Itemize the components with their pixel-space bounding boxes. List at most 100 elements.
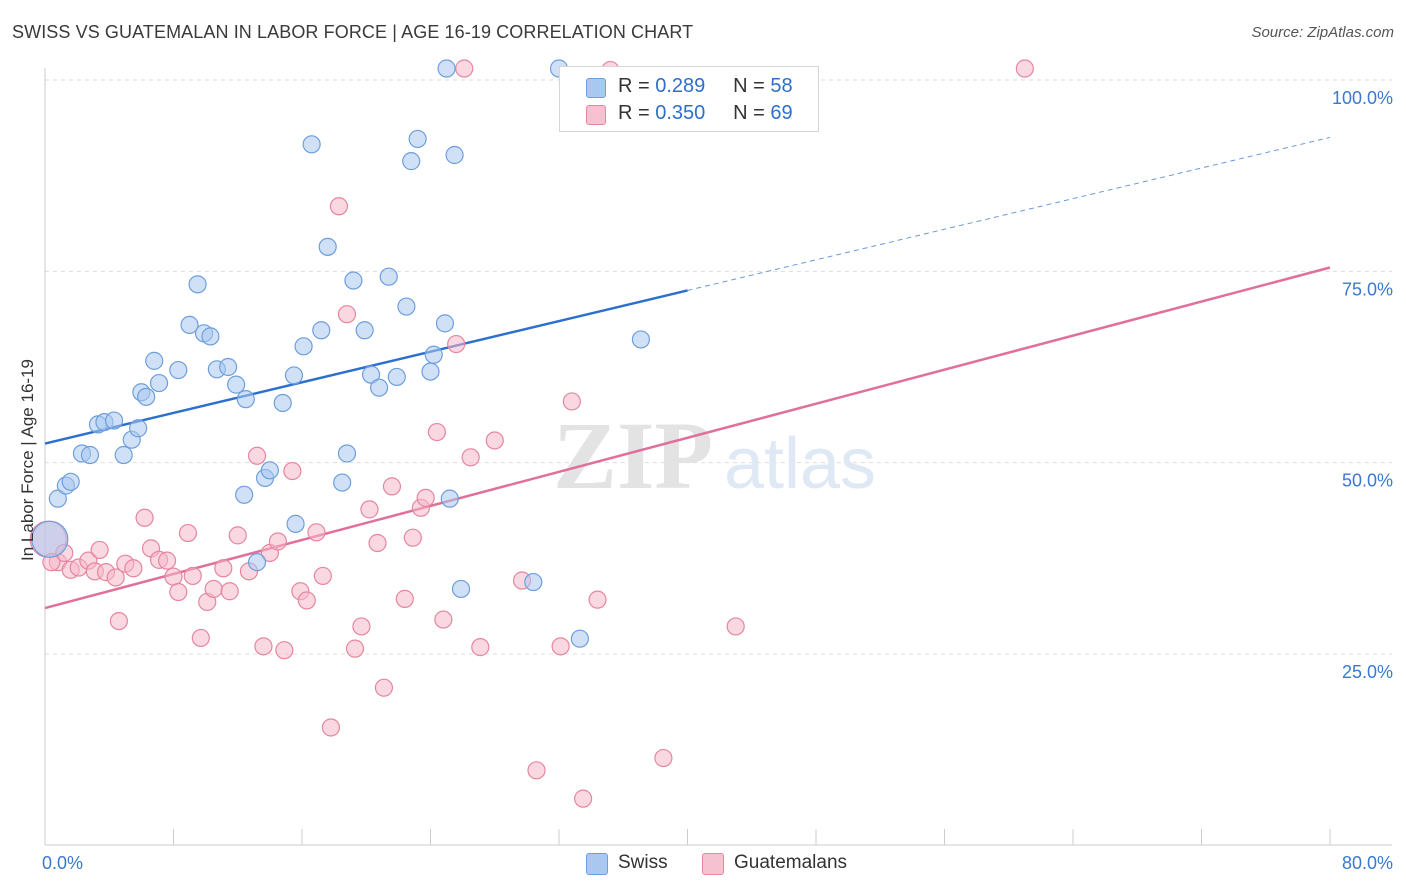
guatemalans-point	[169, 582, 188, 602]
guatemalans-point	[471, 638, 490, 657]
swiss-point	[114, 445, 133, 465]
guatemalans-point	[109, 611, 128, 631]
guatemalans-point	[90, 540, 109, 560]
guatemalans-point	[374, 678, 394, 697]
guatemalans-point	[345, 639, 365, 658]
swiss-point	[188, 275, 207, 294]
guatemalans-point	[135, 508, 154, 527]
swiss-point	[180, 315, 199, 335]
guatemalans-point	[297, 591, 316, 610]
swiss-point	[355, 321, 374, 340]
guatemalans-point	[275, 641, 294, 660]
swiss-point	[137, 387, 156, 406]
guatemalans-point	[368, 533, 387, 553]
guatemalans-point	[247, 446, 267, 465]
swiss-point	[48, 489, 67, 508]
watermark-atlas: atlas	[724, 424, 876, 504]
swiss-point	[440, 489, 459, 508]
swiss-point	[312, 321, 331, 340]
guatemalans-point	[1015, 59, 1034, 78]
guatemalans-point	[726, 617, 745, 636]
swiss-trend-extension	[687, 136, 1331, 291]
swiss-point	[302, 135, 321, 154]
guatemalans-point	[157, 551, 177, 570]
correlation-legend: R = 0.289 N = 58 R = 0.350 N = 69	[559, 66, 819, 132]
guatemalans-point	[461, 448, 480, 467]
swiss-point	[145, 351, 164, 370]
swiss-point	[31, 520, 69, 558]
bottom-swiss-swatch	[586, 853, 608, 875]
guatemalans-trend-line	[44, 266, 1331, 610]
guatemalans-point	[551, 637, 570, 656]
chart-title: SWISS VS GUATEMALAN IN LABOR FORCE | AGE…	[12, 22, 694, 42]
swiss-point	[397, 297, 416, 316]
guatemalans-point	[447, 334, 466, 354]
swiss-point	[260, 461, 279, 480]
guatemalans-point	[337, 305, 357, 324]
guatemalans-point	[395, 589, 414, 608]
guatemalans-n-value: 69	[770, 102, 793, 124]
guatemalans-point	[403, 528, 422, 547]
guatemalans-point	[434, 610, 453, 629]
swiss-point	[286, 514, 305, 533]
swiss-point	[424, 345, 443, 364]
guatemalans-point	[352, 617, 371, 636]
guatemalans-point	[562, 392, 581, 411]
guatemalans-point	[124, 559, 143, 578]
guatemalans-point	[654, 748, 673, 768]
bottom-guatemalans-label: Guatemalans	[734, 852, 848, 873]
swiss-n-label: N =	[733, 75, 771, 97]
guatemalans-points	[29, 59, 1034, 808]
swiss-point	[408, 129, 427, 149]
guatemalans-point	[228, 526, 247, 545]
guatemalans-r-label: R =	[618, 102, 656, 124]
y-axis-label: In Labor Force | Age 16-19	[18, 359, 37, 561]
guatemalans-point	[283, 461, 302, 481]
swiss-point	[61, 472, 80, 491]
guatemalans-point	[164, 567, 183, 586]
axes	[44, 68, 1392, 846]
y-tick-label: 75.0%	[1342, 279, 1393, 299]
guatemalans-point	[307, 523, 326, 542]
swiss-point	[421, 362, 440, 381]
guatemalans-point	[214, 559, 233, 578]
guatemalans-point	[360, 500, 379, 519]
x-tick-label: 0.0%	[42, 853, 83, 873]
swiss-point	[524, 572, 543, 592]
swiss-point	[337, 444, 357, 463]
swiss-point	[129, 419, 148, 438]
swiss-point	[149, 373, 169, 393]
swiss-point	[247, 553, 267, 572]
swiss-point	[104, 411, 124, 430]
swiss-point	[227, 375, 246, 394]
guatemalans-point	[382, 477, 402, 496]
swiss-point	[344, 271, 363, 290]
guatemalans-point	[455, 59, 474, 78]
guatemalans-point	[573, 789, 593, 808]
guatemalans-point	[178, 523, 198, 543]
swiss-point	[570, 629, 589, 648]
watermark: ZIP atlas	[553, 402, 876, 509]
guatemalans-point	[191, 628, 210, 648]
guatemalans-point	[416, 488, 435, 507]
swiss-n-value: 58	[770, 75, 793, 97]
swiss-point	[451, 579, 471, 599]
swiss-point	[379, 267, 398, 286]
swiss-point	[631, 330, 651, 349]
guatemalans-point	[427, 422, 447, 442]
x-tick-label: 80.0%	[1342, 853, 1393, 873]
y-tick-label: 100.0%	[1332, 88, 1393, 108]
swiss-r-value: 0.289	[655, 75, 706, 97]
guatemalans-point	[106, 568, 125, 587]
swiss-point	[387, 367, 406, 387]
guatemalans-point	[329, 197, 349, 216]
swiss-point	[318, 237, 337, 256]
swiss-point	[169, 360, 188, 380]
swiss-point	[333, 473, 352, 492]
swiss-point	[361, 365, 381, 384]
swiss-points	[31, 59, 651, 648]
swiss-point	[80, 445, 100, 465]
guatemalans-r-value: 0.350	[655, 102, 706, 124]
swiss-point	[284, 366, 304, 385]
guatemalans-point	[321, 718, 341, 737]
